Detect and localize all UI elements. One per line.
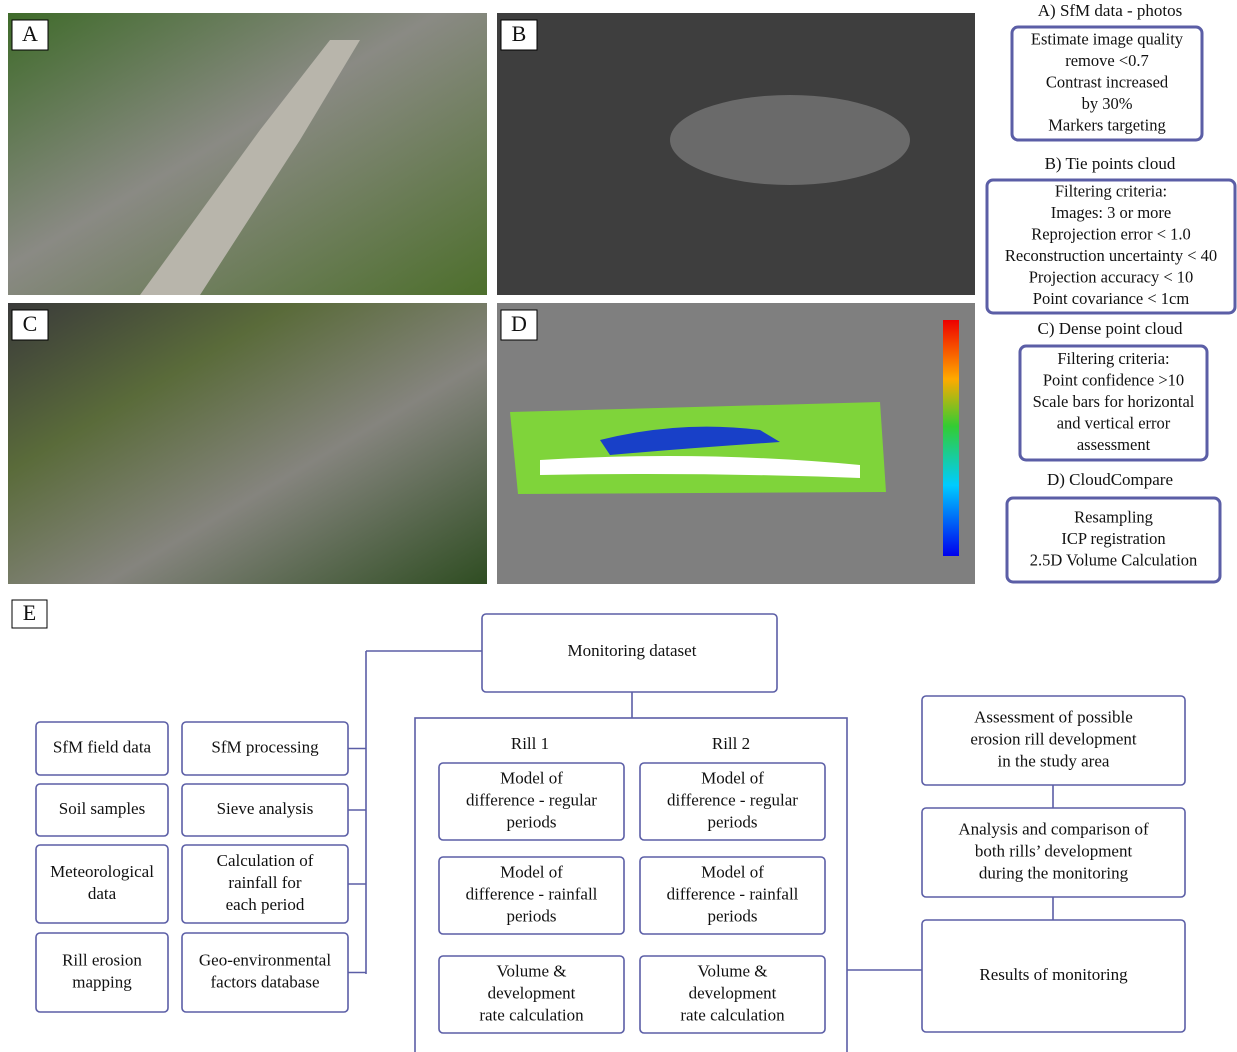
box-text: Projection accuracy < 10 [1029,268,1194,287]
box-text: periods [506,812,556,831]
box-text: remove <0.7 [1065,51,1149,70]
box-text: Soil samples [59,799,145,818]
box-text: both rills’ development [975,841,1133,860]
box-text: 2.5D Volume Calculation [1030,550,1198,569]
box-text: difference - rainfall [466,884,598,903]
step-title: C) Dense point cloud [1038,319,1183,338]
box-text: rate calculation [479,1005,584,1024]
box-text: Meteorological [50,862,154,881]
box-text: periods [506,906,556,925]
box-text: difference - regular [667,790,798,809]
box-text: Geo-environmental [199,950,331,969]
box-text: and vertical error [1057,413,1171,432]
rill-title: Rill 1 [511,734,549,753]
box-text: SfM processing [211,737,319,756]
box-text: difference - rainfall [667,884,799,903]
box-text: ICP registration [1061,529,1165,548]
box-text: assessment [1077,435,1151,454]
box-text: each period [226,895,305,914]
step-title: B) Tie points cloud [1045,154,1176,173]
panel-label: B [512,21,527,46]
figure: A B C D A) SfM data - photos Estimate image q… [0,0,1237,1052]
point-cloud [670,95,910,185]
box-text: by 30% [1082,94,1133,113]
box-text: Results of monitoring [979,965,1128,984]
box-text: development [488,983,576,1002]
box-text: Assessment of possible [974,707,1133,726]
box-text: Resampling [1074,507,1153,526]
box-text: during the monitoring [979,863,1129,882]
box-text: Images: 3 or more [1051,203,1172,222]
box-text: development [689,983,777,1002]
box-text: Point covariance < 1cm [1033,289,1190,308]
box-text: difference - regular [466,790,597,809]
box-text: mapping [72,972,132,991]
panel-label: D [511,311,527,336]
box-text: Model of [701,768,764,787]
box-text: Model of [701,862,764,881]
box-text: Point confidence >10 [1043,370,1184,389]
box-text: Markers targeting [1048,115,1165,134]
box-text: Estimate image quality [1031,29,1184,48]
box-text: Contrast increased [1046,72,1169,91]
photo-c [8,303,487,584]
box-text: periods [707,812,757,831]
dem-strip [510,402,886,494]
box-text: data [88,884,117,903]
box-text: in the study area [998,751,1110,770]
box-text: Volume & [697,961,767,980]
box-text: Reprojection error < 1.0 [1031,225,1191,244]
box-text: erosion rill development [970,729,1136,748]
panel-label: E [23,600,36,625]
box-text: Filtering criteria: [1055,182,1167,201]
box-text: rainfall for [228,873,301,892]
root-label: Monitoring dataset [568,641,697,660]
box-text: Filtering criteria: [1057,349,1169,368]
box-text: Calculation of [217,851,314,870]
panel-label: C [23,311,38,336]
step-title: D) CloudCompare [1047,470,1173,489]
rill-title: Rill 2 [712,734,750,753]
panel-label: A [22,21,38,46]
box-text: Scale bars for horizontal [1033,392,1195,411]
box-text: Volume & [496,961,566,980]
box-text: Analysis and comparison of [958,819,1149,838]
step-title: A) SfM data - photos [1038,1,1182,20]
color-bar [943,320,959,556]
box-text: Reconstruction uncertainty < 40 [1005,246,1217,265]
box-text: Model of [500,768,563,787]
box-text: rate calculation [680,1005,785,1024]
box-text: Sieve analysis [217,799,314,818]
box-text: factors database [210,972,319,991]
box-text: SfM field data [53,737,152,756]
box-text: periods [707,906,757,925]
box-text: Model of [500,862,563,881]
box-text: Rill erosion [62,950,142,969]
